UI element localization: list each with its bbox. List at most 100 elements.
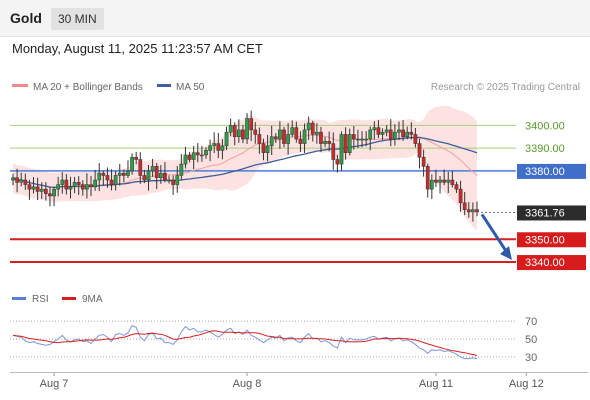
candle bbox=[232, 122, 237, 146]
candle-body bbox=[187, 154, 192, 160]
candle-body bbox=[253, 129, 258, 135]
candle bbox=[19, 172, 24, 187]
candle-body bbox=[286, 134, 290, 144]
level-tag-3350.00 bbox=[517, 232, 586, 248]
legend-swatch-rsi bbox=[12, 297, 26, 300]
candle bbox=[43, 182, 48, 201]
candle bbox=[56, 176, 61, 197]
candle-body bbox=[220, 145, 225, 151]
legend-swatch-ma50 bbox=[157, 84, 171, 87]
candle-body bbox=[438, 179, 442, 183]
candle bbox=[76, 176, 81, 195]
candle bbox=[380, 128, 385, 140]
candle bbox=[208, 139, 212, 162]
candle bbox=[302, 123, 307, 153]
candle bbox=[273, 133, 278, 143]
candle-body bbox=[261, 143, 266, 153]
candle-body bbox=[388, 129, 393, 140]
candle-body bbox=[109, 179, 114, 185]
candle-body bbox=[278, 129, 282, 140]
candle bbox=[413, 127, 418, 148]
candle bbox=[245, 113, 249, 144]
candle-body bbox=[56, 184, 61, 190]
candle bbox=[438, 175, 442, 194]
candle-body bbox=[142, 175, 147, 181]
candle bbox=[257, 127, 262, 154]
candlesticks bbox=[11, 110, 479, 222]
candle bbox=[105, 167, 110, 188]
candle bbox=[360, 131, 364, 148]
candle-body bbox=[19, 179, 24, 183]
candle-body bbox=[372, 127, 377, 131]
candle-body bbox=[454, 184, 459, 190]
candle bbox=[64, 174, 69, 195]
candle bbox=[269, 125, 274, 155]
timeframe-badge[interactable]: 30 MIN bbox=[51, 8, 104, 30]
candle bbox=[163, 162, 167, 183]
candle-body bbox=[228, 125, 233, 133]
legend-swatch-9ma bbox=[62, 297, 76, 300]
candle-body bbox=[216, 143, 221, 151]
candle-body bbox=[323, 141, 327, 144]
candle bbox=[122, 169, 126, 183]
candle bbox=[68, 176, 73, 199]
candle bbox=[319, 126, 323, 153]
candle bbox=[183, 146, 188, 169]
candle bbox=[93, 169, 97, 191]
candle bbox=[253, 122, 258, 144]
candle bbox=[282, 126, 286, 148]
candle-body bbox=[471, 209, 475, 213]
candle-body bbox=[376, 127, 381, 135]
candle bbox=[216, 133, 221, 159]
candle-body bbox=[171, 179, 175, 185]
candle-body bbox=[290, 127, 295, 135]
candle-body bbox=[331, 143, 336, 160]
candle-body bbox=[117, 172, 122, 176]
candle bbox=[351, 125, 356, 150]
candle-body bbox=[462, 202, 467, 210]
candle bbox=[298, 131, 303, 152]
candle-body bbox=[413, 134, 418, 144]
candle-body bbox=[130, 156, 134, 172]
candle bbox=[286, 123, 290, 155]
candle-body bbox=[122, 172, 126, 176]
candle bbox=[397, 121, 401, 141]
candle bbox=[175, 166, 180, 193]
top-bar: Gold 30 MIN bbox=[0, 0, 590, 37]
candle-body bbox=[200, 154, 204, 157]
candle bbox=[335, 154, 340, 173]
candle-body bbox=[236, 129, 241, 137]
candle bbox=[130, 153, 134, 175]
candle bbox=[101, 170, 106, 186]
candle bbox=[372, 121, 377, 140]
candle-body bbox=[80, 184, 85, 190]
candle bbox=[315, 123, 319, 144]
candle-body bbox=[343, 134, 348, 153]
level-tag-3361.76 bbox=[517, 205, 586, 221]
candle bbox=[356, 129, 360, 149]
candle-body bbox=[327, 141, 332, 144]
candle bbox=[434, 169, 438, 187]
x-tick-label-Aug 8: Aug 8 bbox=[233, 378, 262, 390]
candle-body bbox=[434, 179, 438, 183]
candle bbox=[323, 136, 327, 147]
candle bbox=[134, 151, 139, 165]
candle bbox=[200, 145, 204, 162]
candle-body bbox=[302, 129, 307, 144]
candle bbox=[331, 132, 336, 170]
candle-body bbox=[241, 129, 245, 140]
candle-body bbox=[429, 179, 434, 190]
candle bbox=[462, 191, 467, 216]
candle-body bbox=[397, 129, 401, 133]
candle-body bbox=[163, 172, 167, 181]
candle-body bbox=[475, 209, 479, 213]
candle bbox=[429, 174, 434, 200]
candle bbox=[241, 124, 245, 144]
candle bbox=[228, 118, 233, 137]
candle-body bbox=[466, 209, 471, 213]
price-tags: 3400.00 3390.00 3380.00 3361.76 3350.00 3340.… bbox=[517, 118, 586, 271]
candle bbox=[39, 182, 44, 200]
candle-body bbox=[212, 143, 217, 147]
candle bbox=[142, 169, 147, 184]
candle bbox=[343, 127, 348, 160]
